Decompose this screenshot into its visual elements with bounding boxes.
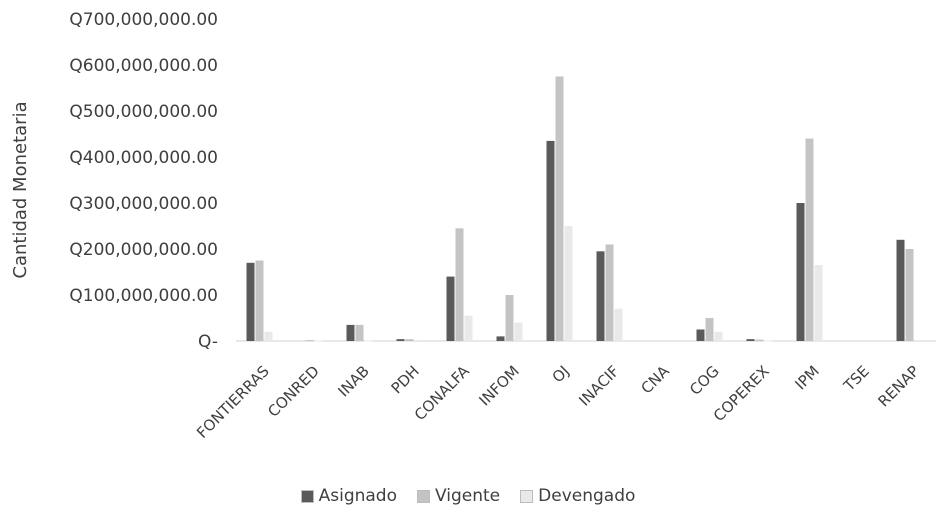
legend-swatch-asignado <box>300 489 314 503</box>
bar-vigente-inacif <box>605 244 614 341</box>
bar-vigente-renap <box>905 249 914 341</box>
bar-devengado-inab <box>364 340 373 342</box>
bar-chart: Cantidad Monetaria Q- Q100,000,000.00 Q200… <box>10 10 936 442</box>
legend-item-devengado: Devengado <box>520 486 635 506</box>
x-tick-label: CNA <box>637 362 673 398</box>
bar-devengado-conalfa <box>464 315 473 341</box>
x-tick-label: INACIF <box>575 362 622 409</box>
x-tick-label: INFOM <box>475 362 522 409</box>
y-tick-label: Q- <box>198 332 218 352</box>
x-tick-label: RENAP <box>874 362 922 410</box>
bar-devengado-pdh <box>414 340 423 342</box>
bar-asignado-conalfa <box>446 276 455 341</box>
y-axis-ticks: Q- Q100,000,000.00 Q200,000,000.00 Q300,000… <box>69 10 218 352</box>
x-tick-label: PDH <box>388 362 423 397</box>
bar-asignado-ipm <box>796 203 805 341</box>
y-tick-label: Q100,000,000.00 <box>69 286 218 306</box>
bar-asignado-fontierras <box>246 262 255 341</box>
x-tick-label: CONRED <box>264 362 323 421</box>
bar-devengado-ipm <box>814 265 823 341</box>
x-tick-label: IPM <box>791 362 822 393</box>
bar-vigente-inab <box>355 324 364 341</box>
x-tick-label: OJ <box>549 362 573 386</box>
y-tick-label: Q500,000,000.00 <box>69 102 218 122</box>
y-tick-label: Q200,000,000.00 <box>69 240 218 260</box>
y-tick-label: Q600,000,000.00 <box>69 56 218 76</box>
bar-vigente-fontierras <box>255 260 264 341</box>
y-tick-label: Q700,000,000.00 <box>69 10 218 30</box>
bar-vigente-conalfa <box>455 228 464 341</box>
bar-devengado-infom <box>514 322 523 341</box>
bar-devengado-conred <box>314 340 323 342</box>
bar-devengado-inacif <box>614 308 623 341</box>
legend-label-devengado: Devengado <box>538 486 636 506</box>
bar-asignado-infom <box>496 336 505 341</box>
bar-asignado-renap <box>896 239 905 341</box>
x-tick-label: TSE <box>839 362 872 395</box>
bar-asignado-coperex <box>746 339 755 341</box>
legend-label-asignado: Asignado <box>318 486 397 506</box>
bar-devengado-coperex <box>764 340 773 342</box>
legend-swatch-devengado <box>520 489 534 503</box>
bar-asignado-inab <box>346 324 355 341</box>
legend-swatch-vigente <box>417 489 430 503</box>
legend: Asignado Vigente Devengado <box>0 486 936 506</box>
y-tick-label: Q300,000,000.00 <box>69 194 218 214</box>
x-tick-label: COG <box>686 362 723 399</box>
bar-vigente-cog <box>705 318 714 341</box>
bar-vigente-coperex <box>755 339 764 341</box>
bar-devengado-cog <box>714 331 723 341</box>
x-tick-label: FONTIERRAS <box>193 362 273 442</box>
bar-vigente-infom <box>505 295 514 341</box>
bar-vigente-ipm <box>805 138 814 341</box>
x-tick-label: INAB <box>335 362 373 400</box>
y-tick-label: Q400,000,000.00 <box>69 148 218 168</box>
bar-vigente-pdh <box>405 339 414 341</box>
bar-vigente-oj <box>555 76 564 341</box>
bar-asignado-cog <box>696 329 705 341</box>
bars <box>246 76 914 342</box>
legend-item-asignado: Asignado <box>300 486 397 506</box>
bar-asignado-oj <box>546 140 555 341</box>
y-axis-label: Cantidad Monetaria <box>10 101 31 278</box>
bar-asignado-inacif <box>596 251 605 341</box>
x-tick-label: CONALFA <box>411 362 473 424</box>
bar-devengado-oj <box>564 226 573 341</box>
bar-vigente-conred <box>305 340 314 342</box>
bar-asignado-pdh <box>396 339 405 341</box>
legend-item-vigente: Vigente <box>417 486 500 506</box>
legend-label-vigente: Vigente <box>435 486 501 506</box>
bar-devengado-fontierras <box>264 331 273 341</box>
